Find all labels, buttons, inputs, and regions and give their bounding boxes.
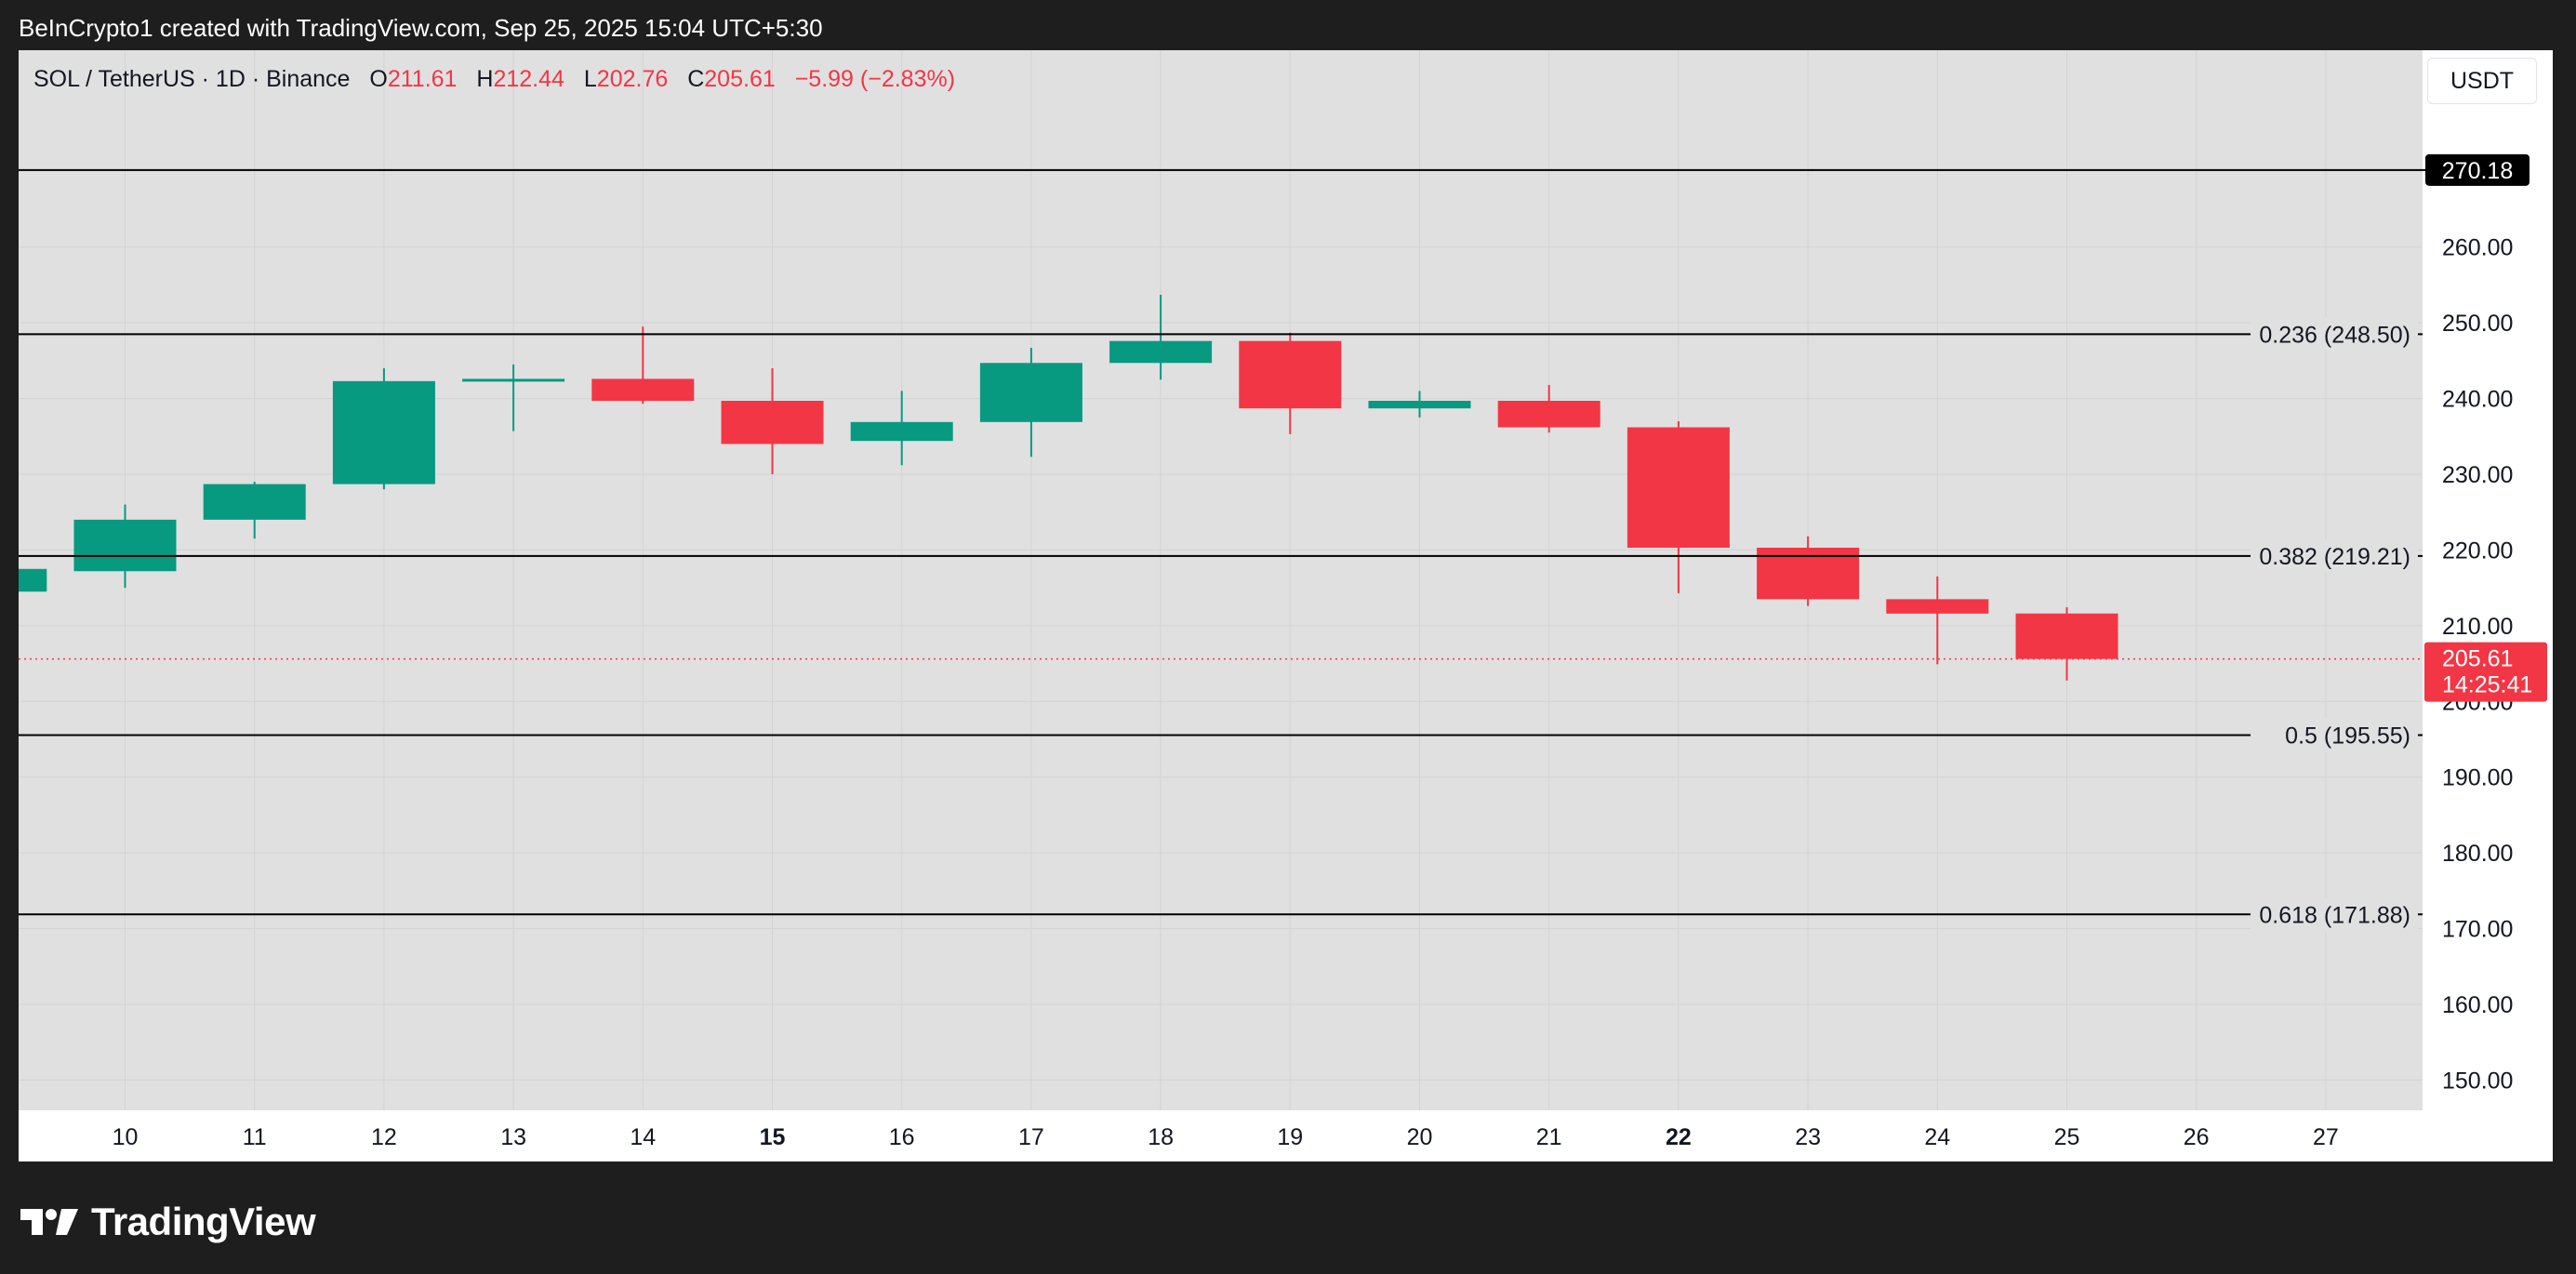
legend-close-value: 205.61 (704, 66, 776, 92)
y-tick-label: 170.00 (2442, 917, 2513, 943)
x-tick-label: 27 (2313, 1124, 2339, 1150)
legend-open-value: 211.61 (387, 66, 458, 92)
x-tick-label: 11 (243, 1124, 267, 1150)
x-tick-label: 19 (1277, 1124, 1303, 1150)
x-tick-label: 10 (113, 1124, 139, 1150)
candle-body (1497, 401, 1600, 428)
candle-body (1627, 427, 1730, 548)
candle-body (721, 401, 824, 445)
fib-label-backing (2251, 897, 2418, 932)
level-price-tag (2425, 153, 2530, 186)
currency-selector[interactable]: USDT (2427, 58, 2537, 104)
brand-name: TradingView (91, 1200, 316, 1243)
x-tick-label: 22 (1666, 1124, 1692, 1150)
x-tick-label: 20 (1407, 1124, 1433, 1150)
level-price-tag-label: 270.18 (2442, 158, 2513, 184)
plot-area (19, 50, 2423, 1110)
candle-body (1239, 340, 1342, 409)
x-tick-label: 14 (630, 1124, 656, 1150)
y-tick-label: 210.00 (2442, 614, 2513, 640)
legend-high-label: H (476, 66, 494, 92)
candle-body (462, 378, 565, 382)
x-tick-label: 21 (1536, 1124, 1562, 1150)
legend-low-value: 202.76 (596, 66, 669, 92)
candle-body (591, 378, 695, 402)
tradingview-logo-icon (20, 1209, 78, 1235)
price-axis (2423, 50, 2553, 1110)
candlestick-chart[interactable]: 150.00160.00170.00180.00190.00200.00210.… (19, 50, 2553, 1161)
y-tick-label: 240.00 (2442, 387, 2513, 413)
fib-label-backing (2251, 538, 2418, 573)
x-tick-label: 26 (2184, 1124, 2210, 1150)
chart-caption: BeInCrypto1 created with TradingView.com… (19, 14, 823, 42)
y-tick-label: 180.00 (2442, 841, 2513, 867)
legend-change: −5.99 (−2.83%) (794, 66, 956, 92)
legend-low-label: L (583, 66, 597, 92)
tradingview-logo: TradingView (20, 1200, 316, 1244)
x-tick-label: 24 (1924, 1124, 1950, 1150)
legend-symbol: SOL / TetherUS · 1D · Binance (33, 66, 351, 92)
y-tick-label: 150.00 (2442, 1068, 2513, 1094)
time-axis (19, 1110, 2553, 1161)
candle-body (850, 421, 953, 442)
x-tick-label: 12 (371, 1124, 397, 1150)
y-tick-label: 220.00 (2442, 537, 2513, 564)
x-tick-label: 18 (1148, 1124, 1174, 1150)
candle-body (203, 484, 306, 520)
candle-body (1109, 340, 1213, 364)
countdown-label: 14:25:41 (2442, 672, 2532, 698)
fib-level-label: 0.5 (195.55) (2285, 723, 2410, 750)
fib-label-backing (2251, 718, 2418, 752)
y-tick-label: 260.00 (2442, 235, 2513, 261)
x-tick-label: 23 (1795, 1124, 1821, 1150)
fib-level-label: 0.382 (219.21) (2259, 544, 2410, 570)
x-tick-label: 13 (500, 1124, 526, 1150)
legend-high-value: 212.44 (493, 66, 564, 92)
y-tick-label: 190.00 (2442, 765, 2513, 791)
y-tick-label: 250.00 (2442, 311, 2513, 337)
candle-body (1886, 599, 1989, 614)
x-tick-label: 25 (2054, 1124, 2080, 1150)
candle-body (2015, 613, 2118, 659)
candle-body (332, 380, 435, 484)
candle-body (19, 568, 47, 592)
legend-close-label: C (687, 66, 705, 92)
x-tick-label: 17 (1018, 1124, 1044, 1150)
candle-body (1368, 401, 1471, 409)
chart-frame: 150.00 160.00 170.00 180.00 190.00 200.00 210.… (19, 50, 2553, 1161)
candle-body (979, 363, 1082, 422)
y-tick-label: 230.00 (2442, 462, 2513, 488)
x-tick-label: 15 (760, 1124, 786, 1150)
x-tick-label: 16 (889, 1124, 915, 1150)
current-price-tag (2424, 642, 2547, 702)
symbol-legend: SOL / TetherUS · 1D · Binance O211.61 H2… (33, 63, 955, 95)
legend-open-label: O (369, 66, 388, 92)
fib-label-backing (2251, 317, 2418, 352)
fib-level-label: 0.618 (171.88) (2259, 902, 2410, 928)
y-tick-label: 160.00 (2442, 992, 2513, 1018)
candle-body (73, 519, 177, 572)
current-price-label: 205.61 (2442, 646, 2513, 672)
fib-level-label: 0.236 (248.50) (2259, 322, 2410, 348)
